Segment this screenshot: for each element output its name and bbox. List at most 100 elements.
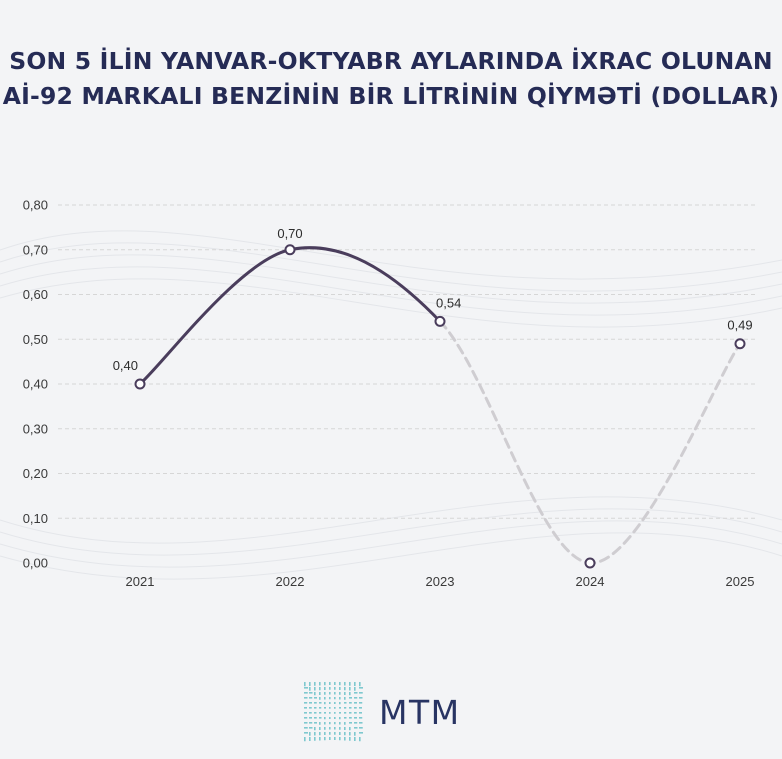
logo-dash — [339, 697, 341, 700]
logo-dash — [354, 732, 356, 736]
logo-dash — [304, 717, 308, 719]
logo-dash — [344, 692, 346, 695]
logo-dash — [329, 697, 331, 700]
logo-dash — [359, 732, 363, 734]
logo-dash — [344, 687, 346, 691]
logo-dash — [324, 722, 326, 725]
logo-dash — [349, 687, 351, 691]
logo-dash — [359, 717, 363, 719]
logo-dash — [354, 687, 356, 691]
logo-dash — [344, 717, 347, 719]
logo-dash — [319, 732, 321, 736]
logo-dash — [314, 727, 316, 731]
logo-dash — [309, 702, 312, 704]
y-tick-label: 0,80 — [23, 198, 48, 213]
y-tick-label: 0,70 — [23, 242, 48, 257]
data-label: 0,70 — [277, 226, 302, 241]
logo-text: MTM — [379, 692, 461, 732]
logo-dash — [354, 692, 358, 694]
y-tick-label: 0,50 — [23, 332, 48, 347]
logo-dash — [304, 712, 307, 714]
logo-dash — [339, 737, 341, 741]
logo-dash — [314, 682, 316, 686]
logo-dash — [334, 722, 336, 725]
series-line-solid — [138, 246, 442, 386]
logo-dash — [344, 697, 346, 700]
logo-dash — [319, 737, 321, 741]
chart-title: SON 5 İLİN YANVAR-OKTYABR AYLARINDA İXRA… — [0, 44, 782, 114]
logo-dash — [314, 737, 316, 741]
logo-dash — [324, 687, 326, 690]
logo-dash — [309, 727, 313, 729]
logo-dash — [324, 707, 326, 709]
logo-dash — [334, 707, 336, 709]
logo-dash — [359, 712, 362, 714]
logo-dash — [354, 712, 357, 714]
logo-dash — [309, 737, 311, 741]
logo-dash — [324, 732, 326, 735]
logo-dash — [309, 712, 312, 714]
logo-dash — [304, 692, 308, 694]
logo-dash — [304, 702, 308, 704]
logo-dash — [349, 727, 351, 731]
logo-dash — [314, 732, 316, 736]
logo-dash — [309, 697, 313, 699]
data-point — [734, 338, 746, 350]
logo-dash — [359, 707, 362, 709]
logo-dash — [319, 727, 321, 730]
logo-dash — [354, 717, 357, 719]
logo-dash — [354, 707, 357, 709]
logo-dash — [304, 707, 307, 709]
logo-dash — [354, 702, 357, 704]
logo-dash — [304, 687, 308, 689]
logo-dash — [304, 732, 308, 734]
data-label: 0,49 — [727, 318, 752, 333]
logo-dash — [314, 717, 317, 719]
data-point — [134, 378, 146, 390]
logo-dash — [324, 692, 326, 695]
logo-dash — [314, 707, 317, 709]
logo-dash — [349, 702, 352, 704]
logo-dash — [304, 727, 308, 729]
logo-dash — [309, 732, 311, 736]
logo-dash — [339, 682, 341, 686]
logo-dash — [339, 717, 341, 720]
chart-title-line-2: Aİ-92 MARKALI BENZİNİN BİR LİTRİNİN QİYM… — [2, 82, 780, 110]
logo-dash — [359, 722, 363, 724]
logo-dash — [334, 727, 336, 730]
logo-dash — [349, 717, 352, 719]
x-tick-label: 2023 — [426, 574, 455, 589]
logo-dash — [334, 682, 336, 685]
logo-dash — [349, 682, 351, 686]
y-tick-label: 0,20 — [23, 466, 48, 481]
logo-dash — [334, 712, 336, 714]
mtm-logo: MTM — [302, 680, 461, 744]
logo-dash — [334, 687, 336, 690]
logo-dash — [359, 692, 363, 694]
logo-dash — [319, 707, 322, 709]
data-point — [434, 315, 446, 327]
logo-dash — [354, 737, 356, 741]
chart-title-line-1: SON 5 İLİN YANVAR-OKTYABR AYLARINDA İXRA… — [9, 47, 773, 75]
logo-dash — [309, 707, 312, 709]
logo-dash — [349, 737, 351, 741]
logo-dash — [339, 707, 341, 709]
logo-dash — [309, 722, 313, 724]
logo-dash — [339, 692, 341, 695]
logo-dash — [334, 692, 336, 695]
logo-dash — [329, 737, 331, 740]
logo-dash — [309, 692, 313, 694]
logo-dash — [304, 682, 306, 687]
logo-dash — [344, 722, 346, 725]
logo-dash — [319, 692, 321, 695]
logo-dash — [344, 707, 347, 709]
logo-dash — [314, 712, 317, 714]
y-tick-label: 0,40 — [23, 377, 48, 392]
logo-dash — [344, 682, 346, 686]
logo-dash — [319, 697, 321, 700]
data-point — [284, 244, 296, 256]
logo-dash — [319, 702, 322, 704]
logo-dash — [339, 712, 341, 714]
